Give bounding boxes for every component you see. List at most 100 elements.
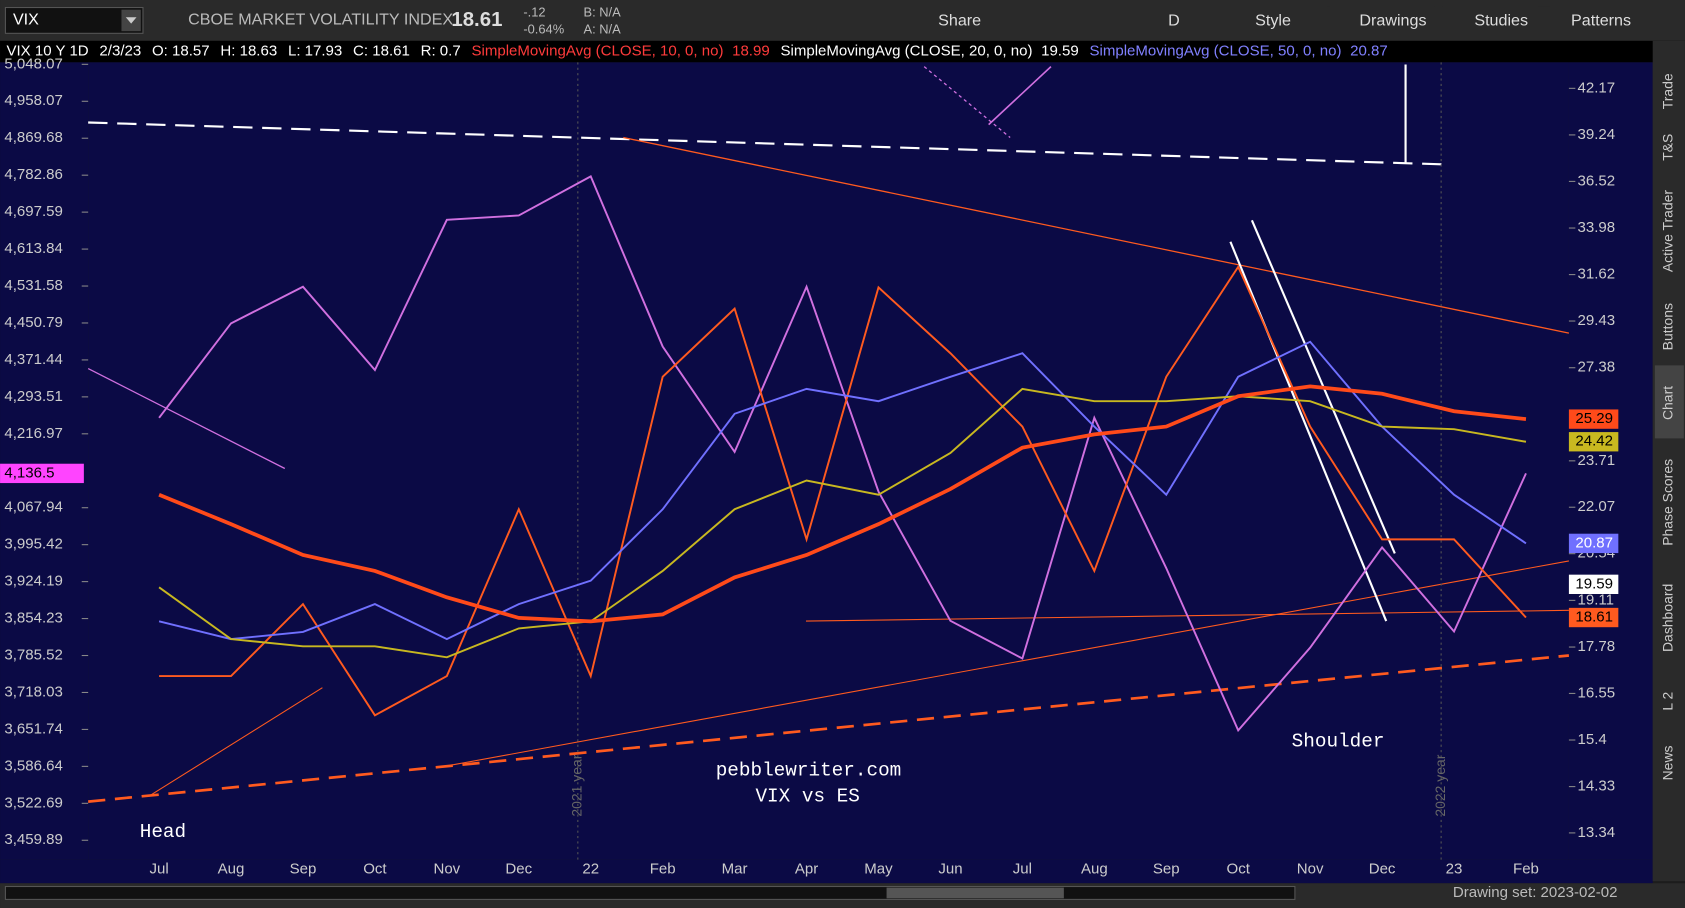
toolbar-button-label: Share — [938, 12, 981, 30]
y2-tick-label: 29.43 — [1577, 312, 1615, 329]
y-tick-label: 4,782.86 — [4, 166, 63, 183]
value-box — [1568, 533, 1619, 554]
x-tick-label: 22 — [582, 860, 599, 877]
study-value: 20.87 — [1350, 43, 1388, 60]
y2-tick-label: 19.11 — [1577, 591, 1614, 608]
x-tick-label: Mar — [722, 860, 748, 877]
left-axis — [0, 62, 89, 860]
y2-tick-label: 36.52 — [1577, 172, 1615, 189]
annotation: Head — [140, 821, 186, 843]
sidebar-tab[interactable] — [1654, 174, 1684, 286]
value-box-label: 20.87 — [1575, 534, 1613, 551]
header-field: H: 18.63 — [220, 43, 277, 60]
y2-tick-label: 22.07 — [1577, 498, 1615, 515]
sidebar-tab[interactable] — [1654, 287, 1684, 364]
toolbar-button[interactable] — [1442, 6, 1550, 35]
y-tick-label: 4,697.59 — [4, 203, 63, 220]
year-label: 2021 year — [569, 754, 585, 816]
y-tick-label: 3,995.42 — [4, 536, 63, 553]
toolbar-button[interactable] — [905, 6, 1014, 35]
toolbar-button-label: D — [1168, 12, 1180, 30]
toolbar-button[interactable] — [1327, 6, 1435, 35]
header-field: VIX 10 Y 1D — [6, 43, 88, 60]
sidebar-tab[interactable] — [1654, 671, 1684, 729]
trend-line — [150, 687, 323, 796]
y-tick-label: 4,450.79 — [4, 314, 63, 331]
toolbar-button[interactable] — [1135, 6, 1169, 35]
x-tick-label: May — [864, 860, 893, 877]
scrollbar[interactable] — [4, 885, 1296, 900]
toolbar-button-label: Patterns — [1571, 12, 1631, 30]
value-box-label: 24.42 — [1575, 433, 1613, 450]
toolbar-button[interactable] — [1222, 6, 1331, 35]
x-tick-label: Sep — [290, 860, 317, 877]
study-header — [0, 40, 1685, 63]
symbol: VIX — [13, 11, 39, 29]
value-box — [1568, 409, 1619, 429]
study-value: 19.59 — [1041, 43, 1079, 60]
right-axis — [1568, 62, 1653, 860]
last-price: 18.61 — [451, 9, 502, 31]
y-tick-label: 3,718.03 — [4, 683, 63, 700]
sidebar-tab-label: Phase Scores — [1660, 459, 1676, 546]
y-tick-label: 5,048.07 — [4, 55, 63, 72]
scroll-thumb[interactable] — [886, 887, 1064, 899]
trend-line — [923, 66, 1011, 139]
symbol-box[interactable] — [4, 6, 144, 34]
header-field: L: 17.93 — [288, 43, 342, 60]
toolbar-button-label: Style — [1255, 12, 1291, 30]
sidebar-tab-label: Dashboard — [1660, 584, 1676, 652]
study-label: SimpleMovingAvg (CLOSE, 20, 0, no) — [780, 43, 1032, 60]
x-tick-label: Oct — [363, 860, 387, 877]
sidebar-tab[interactable] — [1654, 440, 1684, 562]
y-tick-label: 3,785.52 — [4, 646, 63, 663]
y2-tick-label: 23.71 — [1577, 452, 1615, 469]
x-tick-label: Aug — [1081, 860, 1108, 877]
sidebar-tab[interactable] — [1654, 62, 1684, 119]
sidebar-tab-label: Chart — [1660, 386, 1676, 420]
change: -.12 — [523, 4, 545, 19]
x-tick-label: Apr — [795, 860, 818, 877]
annotation: VIX vs ES — [755, 785, 859, 807]
x-axis — [0, 859, 1653, 884]
sidebar-tab-label: Buttons — [1660, 303, 1676, 350]
sidebar-tab[interactable] — [1654, 564, 1684, 670]
y2-tick-label: 31.62 — [1577, 266, 1615, 283]
series-line — [158, 384, 1527, 624]
x-tick-label: Jun — [938, 860, 962, 877]
study-label: SimpleMovingAvg (CLOSE, 10, 0, no) — [471, 43, 723, 60]
support-line — [88, 654, 1570, 803]
sidebar-tab[interactable] — [1654, 730, 1684, 794]
toolbar-button[interactable] — [1538, 6, 1647, 35]
header-field: R: 0.7 — [421, 43, 461, 60]
x-tick-label: 23 — [1446, 860, 1463, 877]
y-tick-label: 4,531.58 — [4, 277, 63, 294]
bid: B: N/A — [584, 4, 622, 19]
x-tick-label: Aug — [218, 860, 245, 877]
value-box — [1568, 432, 1619, 452]
x-tick-label: Oct — [1227, 860, 1251, 877]
dropdown-arrow — [125, 17, 137, 24]
x-tick-label: Nov — [433, 860, 460, 877]
year-label: 2022 year — [1432, 754, 1448, 816]
y2-tick-label: 13.34 — [1577, 824, 1615, 841]
price-marker-label: 4,136.5 — [4, 464, 54, 481]
y-tick-label: 3,459.89 — [4, 831, 63, 848]
sidebar-tab-label: Trade — [1660, 73, 1676, 109]
header-field: 2/3/23 — [99, 43, 141, 60]
sidebar-tab-label: L 2 — [1660, 691, 1676, 710]
trend-line — [623, 136, 1570, 334]
y-tick-label: 3,924.19 — [4, 573, 63, 590]
x-tick-label: Jul — [149, 860, 168, 877]
x-tick-label: Feb — [1513, 860, 1539, 877]
sidebar-tab-label: News — [1660, 745, 1676, 780]
series-line — [158, 340, 1527, 641]
sidebar-tab[interactable] — [1654, 120, 1684, 172]
y-tick-label: 4,371.44 — [4, 351, 63, 368]
sidebar-tab[interactable] — [1654, 365, 1684, 439]
y2-tick-label: 42.17 — [1577, 79, 1615, 96]
y2-tick-label: 14.33 — [1577, 778, 1615, 795]
value-box — [1568, 607, 1619, 628]
y-tick-label: 3,586.64 — [4, 757, 63, 774]
